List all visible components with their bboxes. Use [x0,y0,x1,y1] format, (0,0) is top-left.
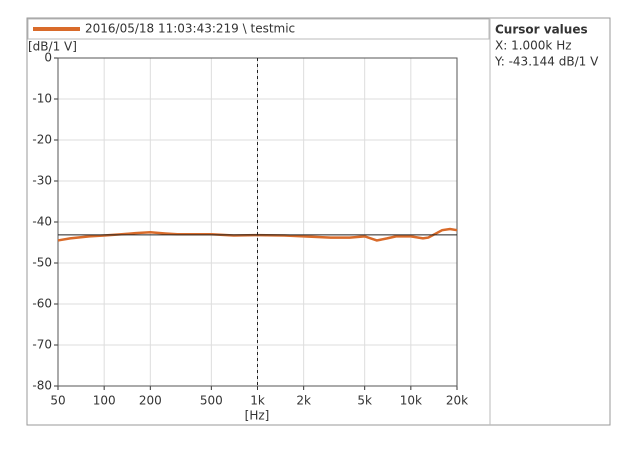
y-tick-label: -10 [32,92,52,106]
frame [26,17,611,426]
y-tick-label: -70 [32,338,52,352]
legend [27,18,490,40]
x-tick-label: 2k [296,394,311,408]
y-tick-label: -80 [32,379,52,393]
y-axis-label: [dB/1 V] [28,40,77,54]
y-tick-label: -60 [32,297,52,311]
x-axis-label: [Hz] [245,409,270,423]
legend-label: 2016/05/18 11:03:43:219 \ testmic [85,22,295,36]
line-series [57,227,458,242]
x-tick-label: 200 [139,394,162,408]
x-tick-label: 5k [357,394,372,408]
x-tick-label: 20k [446,394,468,408]
y-tick-label: -50 [32,256,52,270]
y-tick-label: -30 [32,174,52,188]
panel-title: Cursor values [495,23,588,37]
x-tick-label: 100 [93,394,116,408]
y-tick-label: 0 [44,51,52,65]
x-tick-label: 500 [200,394,223,408]
y-tick-label: -40 [32,215,52,229]
x-tick-label: 50 [50,394,65,408]
x-tick-label: 10k [400,394,422,408]
x-tick-label: 1k [250,394,265,408]
y-tick-label: -20 [32,133,52,147]
cursor-x: X: 1.000k Hz [495,39,572,53]
cursor-y: Y: -43.144 dB/1 V [494,55,599,69]
